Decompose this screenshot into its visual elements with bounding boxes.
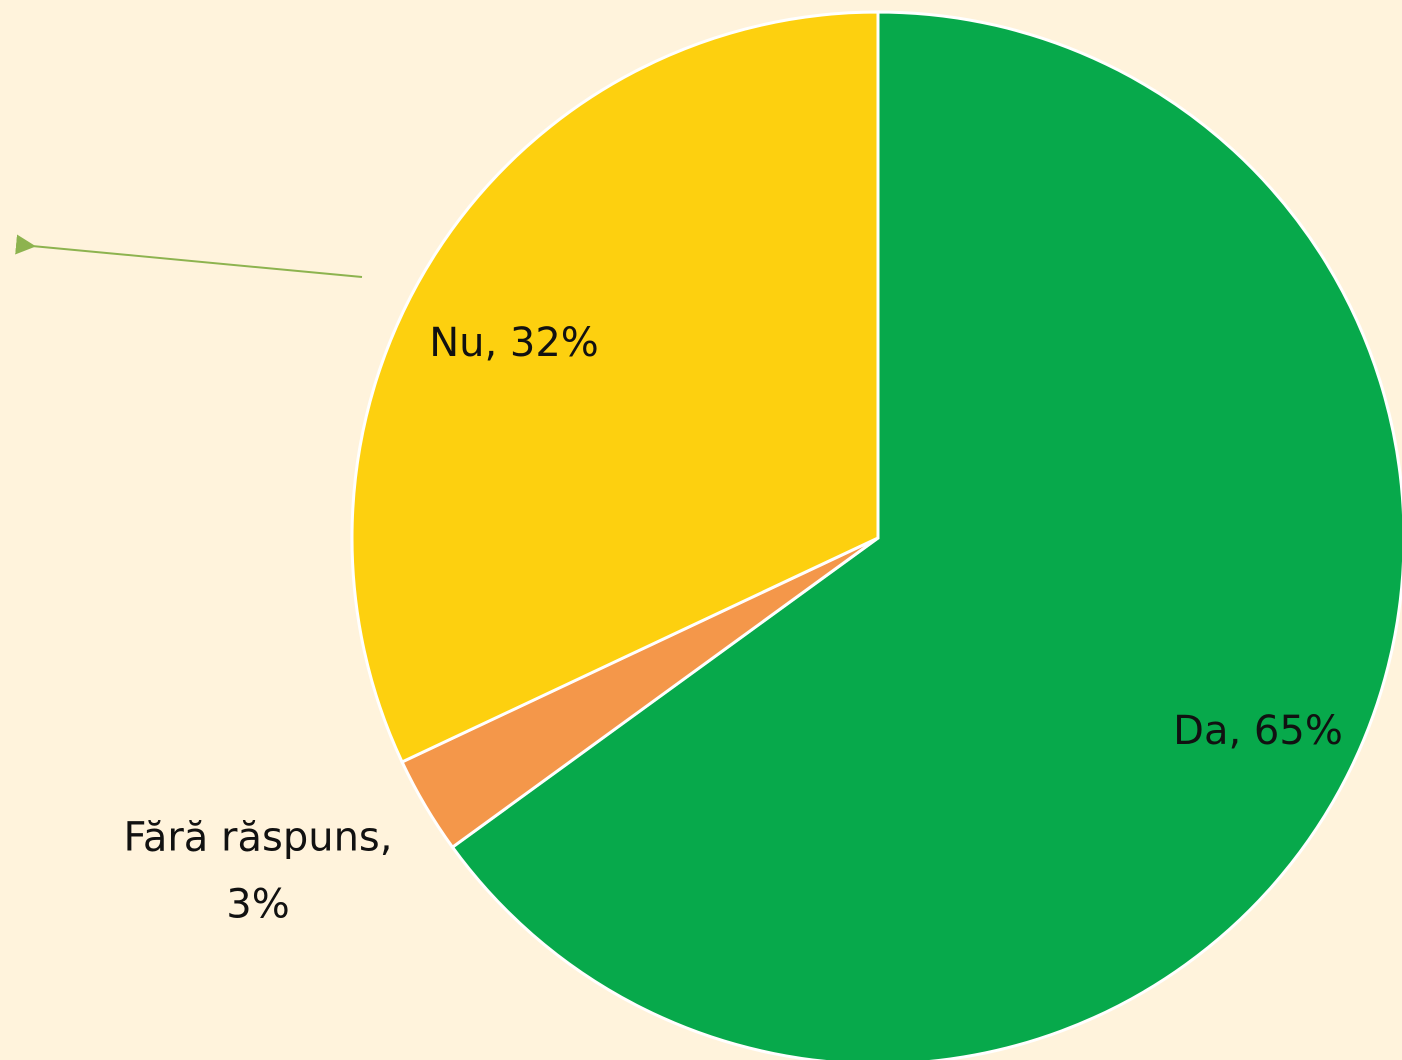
data-label-line: 3% bbox=[226, 882, 289, 928]
pie-slice bbox=[350, 10, 880, 764]
arrow bbox=[15, 234, 363, 278]
pie-slice bbox=[450, 10, 1402, 1060]
data-label: Da, 65% bbox=[1173, 708, 1343, 754]
data-label-line: Nu, 32% bbox=[429, 320, 599, 366]
data-label-line: Fără răspuns, bbox=[124, 815, 393, 861]
data-label: Fără răspuns, 3% bbox=[124, 815, 393, 928]
data-label: Nu, 32% bbox=[429, 320, 599, 366]
data-label-line: Da, 65% bbox=[1173, 708, 1343, 754]
